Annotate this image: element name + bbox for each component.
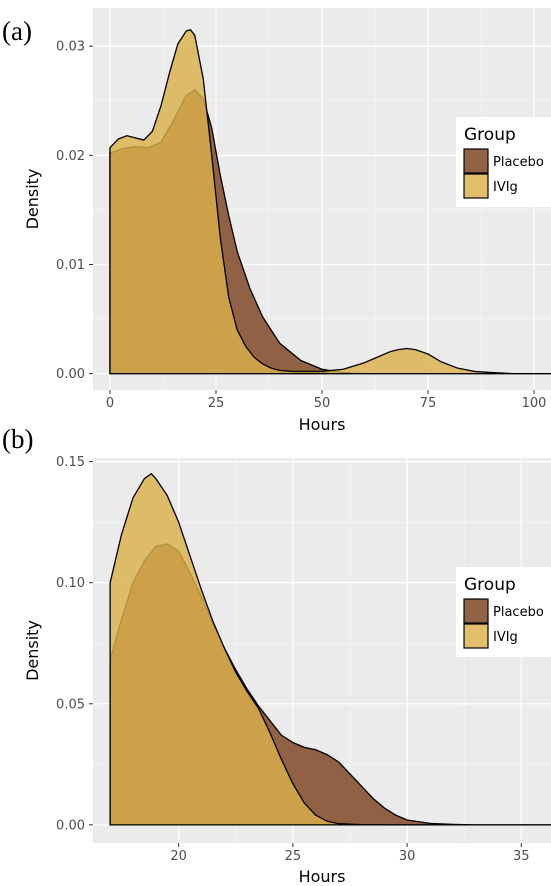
- y-tick-label: 0.01: [56, 258, 85, 273]
- x-tick-label: 0: [106, 396, 114, 411]
- y-tick-label: 0.15: [56, 455, 85, 470]
- legend-label-placebo: Placebo: [493, 155, 544, 170]
- legend-title: Group: [464, 125, 516, 145]
- y-tick-label: 0.10: [56, 576, 85, 591]
- x-axis-title: Hours: [299, 867, 346, 886]
- x-tick-label: 75: [420, 396, 437, 411]
- panel-b: 20 25 30 35 0.00 0.05 0.10 0.15 Hours Density (b) G…: [2, 424, 551, 886]
- legend-key-placebo: [463, 148, 489, 174]
- panel-label: (b): [2, 424, 33, 454]
- legend-label-placebo: Placebo: [493, 605, 544, 620]
- density-area-ivig: [109, 473, 551, 826]
- y-tick-label: 0.02: [56, 149, 85, 164]
- legend-key-placebo: [463, 598, 489, 624]
- x-tick-label: 20: [170, 849, 187, 864]
- x-tick-label: 30: [399, 849, 416, 864]
- legend-key-ivig: [463, 173, 489, 199]
- y-tick-label: 0.00: [56, 818, 85, 833]
- y-axis-title: Density: [23, 620, 42, 681]
- y-axis-title: Density: [23, 169, 42, 230]
- y-tick-label: 0.00: [56, 367, 85, 382]
- x-tick-label: 100: [522, 396, 547, 411]
- legend-label-ivig: IVIg: [493, 180, 518, 195]
- x-tick-label: 35: [513, 849, 530, 864]
- legend: Group Placebo IVIg: [456, 567, 551, 657]
- legend-key-ivig: [463, 623, 489, 649]
- legend: Group Placebo IVIg: [456, 117, 551, 207]
- legend-title: Group: [464, 575, 516, 595]
- y-tick-label: 0.03: [56, 40, 85, 55]
- y-tick-label: 0.05: [56, 697, 85, 712]
- x-axis-title: Hours: [299, 415, 346, 434]
- x-tick-label: 50: [314, 396, 331, 411]
- panel-label: (a): [2, 16, 32, 46]
- density-area-ivig: [109, 29, 551, 375]
- x-tick-label: 25: [208, 396, 225, 411]
- legend-label-ivig: IVIg: [493, 630, 518, 645]
- panel-a: 0 25 50 75 100 0.00 0.01 0.02 0.03 Hours Density (a…: [2, 8, 551, 434]
- x-tick-label: 25: [285, 849, 302, 864]
